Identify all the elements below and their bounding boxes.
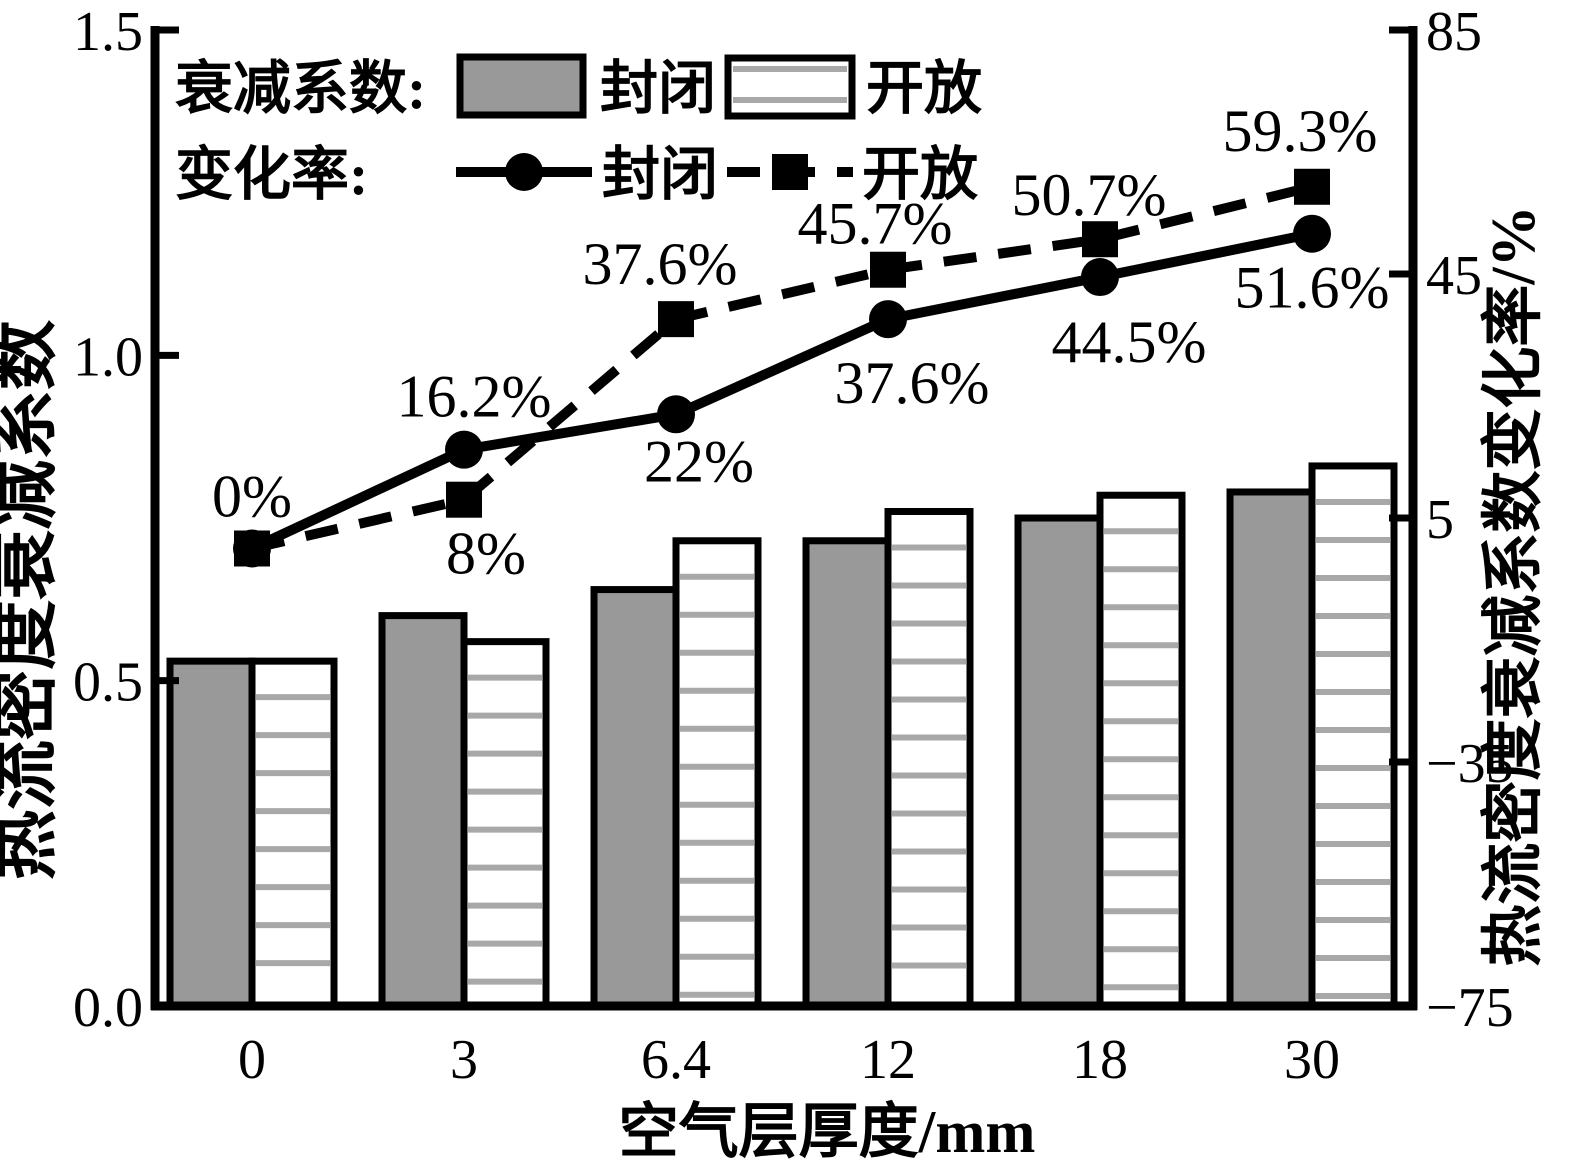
y-left-tick-label-2: 1.0 <box>73 326 143 388</box>
data-label-closed-0: 0% <box>212 464 292 530</box>
x-tick-label-3: 12 <box>860 1029 916 1091</box>
legend-lines-title: 变化率: <box>175 142 368 207</box>
y-right-tick-label-1: 45 <box>1426 245 1482 307</box>
y-axis-left-title: 热流密度衰减系数 <box>0 320 64 880</box>
data-label-closed-2: 22% <box>644 428 754 494</box>
bar-closed-3 <box>802 537 892 1010</box>
y-right-tick-label-2: 5 <box>1426 489 1454 551</box>
legend-swatch-open-bar <box>724 54 856 120</box>
x-tick-label-4: 18 <box>1072 1029 1128 1091</box>
marker-square-3 <box>870 251 906 288</box>
bar-open-1 <box>460 638 550 1010</box>
x-tick-label-2: 6.4 <box>641 1029 711 1091</box>
marker-circle-4 <box>1081 258 1119 297</box>
legend-closed-line-label: 封闭 <box>602 142 718 207</box>
bar-open-5 <box>1308 462 1398 1010</box>
bar-open-4 <box>1096 491 1186 1010</box>
bar-closed-5 <box>1226 488 1316 1010</box>
data-label-open-1: 8% <box>446 521 526 587</box>
bar-open-3 <box>884 507 974 1010</box>
marker-square-2 <box>658 301 694 338</box>
x-tick-label-0: 0 <box>238 1029 266 1091</box>
y-right-tick-label-3: −35 <box>1426 733 1514 795</box>
marker-circle-5 <box>1293 214 1331 253</box>
data-labels-group: 0% 16.2% 22% 37.6% 44.5% 51.6% 8% 37.6% 45.7% 50.… <box>212 98 1389 587</box>
square-marker-icon <box>772 154 808 190</box>
legend-closed-bar-label: 封闭 <box>600 56 716 121</box>
marker-square-5 <box>1294 168 1330 205</box>
marker-square-1 <box>446 481 482 518</box>
y-axis-right-title: 热流密度衰减系数变化率/% <box>1479 205 1548 966</box>
y-left-tick-label-3: 1.5 <box>73 1 143 63</box>
line-closed <box>249 228 1314 554</box>
legend-closed-line-symbol <box>456 153 592 191</box>
bar-closed-1 <box>378 612 468 1010</box>
marker-square-4 <box>1082 221 1118 258</box>
data-label-closed-3: 37.6% <box>835 350 990 416</box>
data-label-closed-1: 16.2% <box>397 364 552 430</box>
x-axis-title: 空气层厚度/mm <box>619 1099 1036 1163</box>
marker-circle-1 <box>445 430 483 469</box>
data-label-open-3: 45.7% <box>798 191 953 257</box>
bar-closed-4 <box>1014 514 1104 1010</box>
y-right-tick-label-0: 85 <box>1426 1 1482 63</box>
bar-closed-0 <box>166 657 256 1010</box>
bar-open-2 <box>672 537 762 1010</box>
legend-open-bar-label: 开放 <box>866 56 982 121</box>
legend-open-line-symbol <box>727 154 853 190</box>
legend-bars-title: 衰减系数: <box>175 56 426 121</box>
x-tick-label-1: 3 <box>450 1029 478 1091</box>
data-label-closed-5: 51.6% <box>1235 255 1390 321</box>
axes-group: 0.0 0.5 1.0 1.5 85 45 5 −35 −75 0 3 6.4 12 18 30 <box>73 1 1514 1091</box>
y-right-tick-label-4: −75 <box>1426 977 1514 1039</box>
bar-open-0 <box>248 657 338 1010</box>
data-label-open-5: 59.3% <box>1223 98 1378 164</box>
line-open <box>250 181 1314 554</box>
circle-marker-icon <box>505 153 543 191</box>
bar-closed-2 <box>590 586 680 1010</box>
lines-group <box>233 168 1331 568</box>
y-left-tick-label-1: 0.5 <box>73 652 143 714</box>
data-label-open-2: 37.6% <box>583 231 738 297</box>
bars-group <box>166 462 1398 1010</box>
x-tick-label-5: 30 <box>1284 1029 1340 1091</box>
data-label-closed-4: 44.5% <box>1052 309 1207 375</box>
legend: 衰减系数: 封闭 开放 变化率: 封闭 开放 <box>175 53 982 207</box>
marker-circle-2 <box>657 395 695 434</box>
marker-circle-3 <box>869 300 907 339</box>
legend-swatch-closed-bar <box>456 53 587 119</box>
data-label-open-4: 50.7% <box>1012 162 1167 228</box>
y-left-tick-label-0: 0.0 <box>73 977 143 1039</box>
legend-open-line-label: 开放 <box>862 142 978 207</box>
marker-square-0 <box>234 530 270 567</box>
